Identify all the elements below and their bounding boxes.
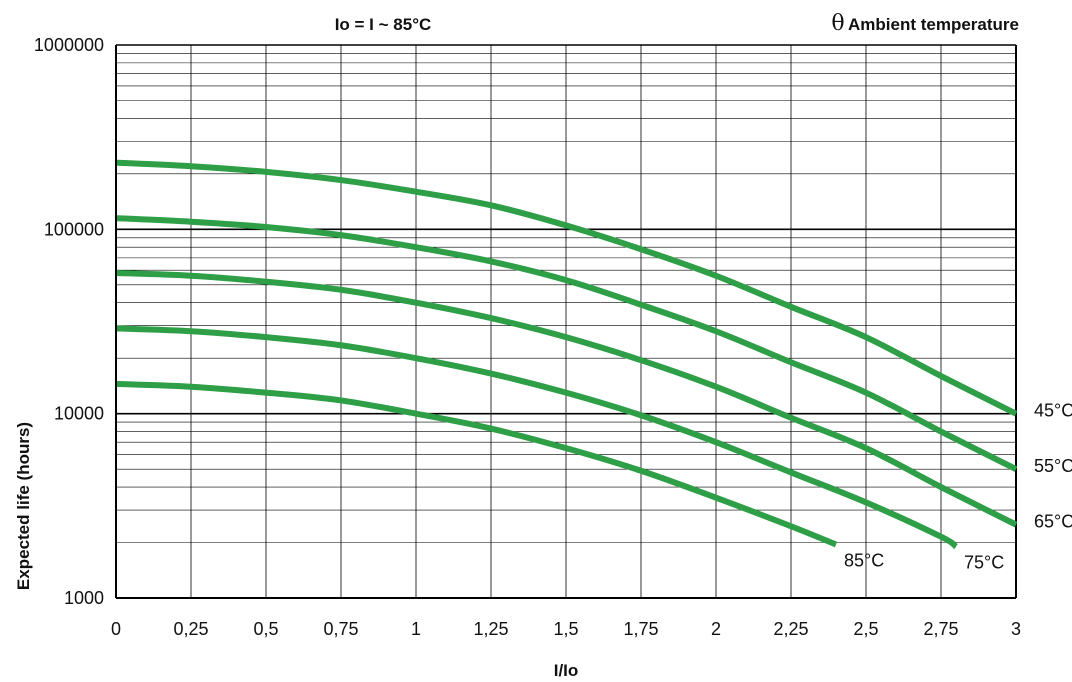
curve-85c — [115, 380, 838, 548]
x-tick-label: 3 — [1011, 619, 1021, 639]
header-left: Io = I ~ 85°C — [335, 15, 432, 34]
y-axis-title: Expected life (hours) — [14, 422, 33, 590]
curve-75c — [115, 325, 958, 550]
x-tick-label: 0,75 — [323, 619, 358, 639]
y-tick-label: 10000 — [54, 404, 104, 424]
y-tick-label: 1000 — [64, 588, 104, 608]
y-tick-label: 100000 — [44, 219, 104, 239]
x-tick-label: 2,25 — [773, 619, 808, 639]
curves — [115, 159, 1018, 550]
theta-symbol: θ — [831, 11, 844, 36]
curve-label: 55°C — [1034, 456, 1072, 476]
curve-55c — [115, 215, 1018, 472]
x-tick-label: 1,5 — [553, 619, 578, 639]
x-tick-label: 1,75 — [623, 619, 658, 639]
x-tick-label: 2,75 — [923, 619, 958, 639]
x-tick-label: 2 — [711, 619, 721, 639]
curve-65c — [115, 269, 1018, 528]
curve-label: 75°C — [964, 553, 1004, 573]
x-tick-label: 0 — [111, 619, 121, 639]
x-tick-label: 1 — [411, 619, 421, 639]
y-tick-label: 1000000 — [34, 35, 104, 55]
tick-labels: 0 0,25 0,5 0,75 1 1,25 1,5 1,75 2 2,25 2,5 2,75 3 100… — [34, 35, 1021, 639]
curve-labels: 45°C 55°C 65°C 75°C 85°C — [844, 401, 1072, 573]
grid — [116, 44, 1017, 599]
curve-label: 65°C — [1034, 512, 1072, 532]
curve-45c — [115, 159, 1018, 417]
curve-label: 85°C — [844, 551, 884, 571]
x-tick-label: 0,25 — [173, 619, 208, 639]
x-tick-label: 0,5 — [253, 619, 278, 639]
x-tick-label: 1,25 — [473, 619, 508, 639]
x-axis-title: I/Io — [554, 661, 579, 680]
curve-label: 45°C — [1034, 401, 1072, 421]
header-right: Ambient temperature — [848, 15, 1019, 34]
x-tick-label: 2,5 — [853, 619, 878, 639]
